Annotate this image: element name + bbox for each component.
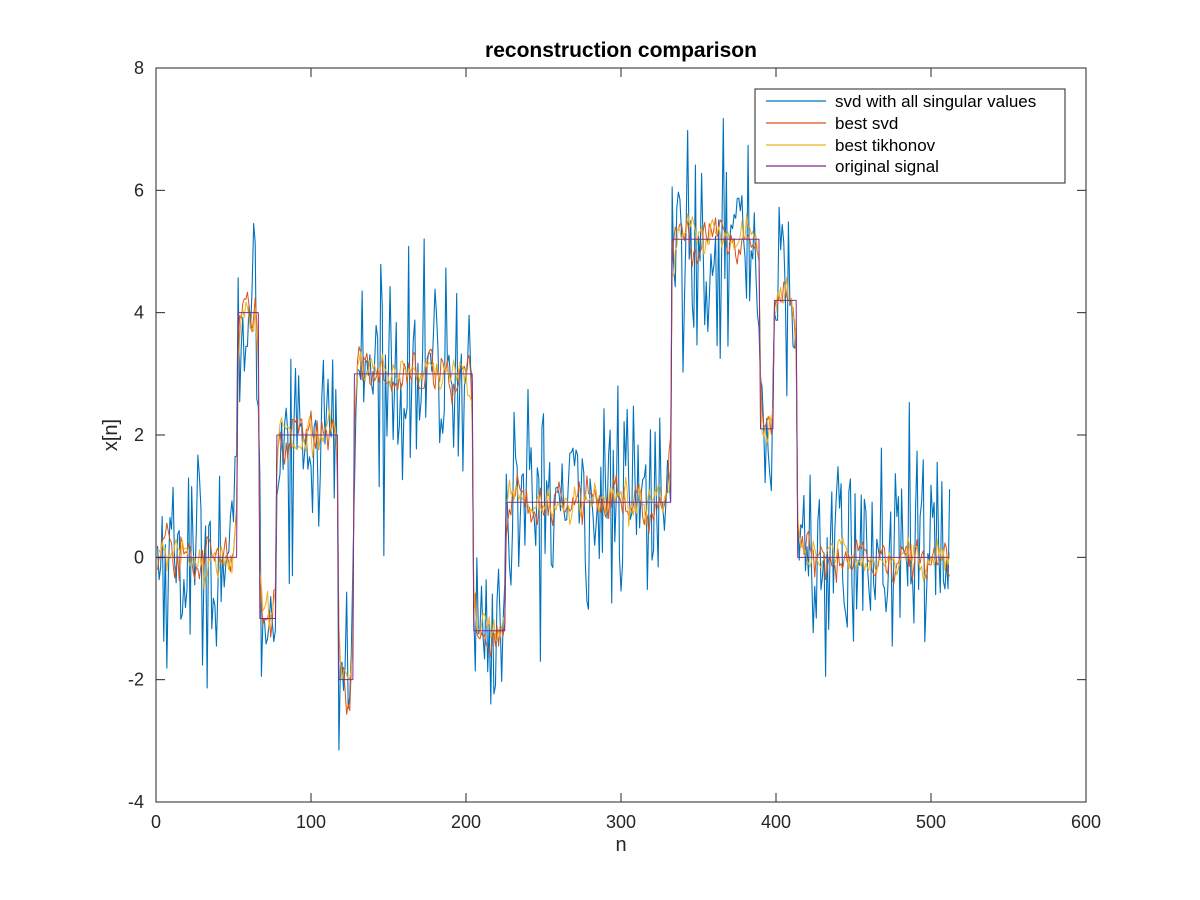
x-tick-label: 300 — [606, 812, 636, 832]
y-tick-label: 4 — [134, 303, 144, 323]
y-tick-label: -2 — [128, 670, 144, 690]
x-axis-label: n — [615, 834, 626, 856]
x-tick-label: 600 — [1071, 812, 1101, 832]
plot-area: 0 100 200 300 400 500 600 -4 -2 0 2 4 6 8 — [128, 58, 1101, 832]
series-line-original-signal — [157, 238, 950, 681]
x-tick-label: 100 — [296, 812, 326, 832]
legend-box — [754, 88, 1066, 184]
y-tick-label: -4 — [128, 792, 144, 812]
y-tick-label: 6 — [134, 180, 144, 200]
series-layer — [157, 118, 951, 751]
legend-label-best-svd: best svd — [835, 114, 898, 133]
legend: svd with all singular values best svd be… — [754, 88, 1066, 184]
series-line-best-tikhonov — [157, 213, 951, 681]
y-tick-label: 2 — [134, 425, 144, 445]
legend-label-svd-all: svd with all singular values — [835, 92, 1036, 111]
legend-label-best-tikhonov: best tikhonov — [835, 136, 936, 155]
x-tick-label: 200 — [451, 812, 481, 832]
chart-title: reconstruction comparison — [485, 39, 757, 62]
x-tick-label: 0 — [151, 812, 161, 832]
x-tick-label: 500 — [916, 812, 946, 832]
y-tick-label: 0 — [134, 547, 144, 567]
legend-label-original-signal: original signal — [835, 157, 939, 176]
y-tick-label: 8 — [134, 58, 144, 78]
x-tick-label: 400 — [761, 812, 791, 832]
ticks-layer: 0 100 200 300 400 500 600 -4 -2 0 2 4 6 8 — [128, 58, 1101, 832]
y-axis-label: x[n] — [100, 419, 122, 451]
series-line-svd-all — [157, 118, 951, 751]
